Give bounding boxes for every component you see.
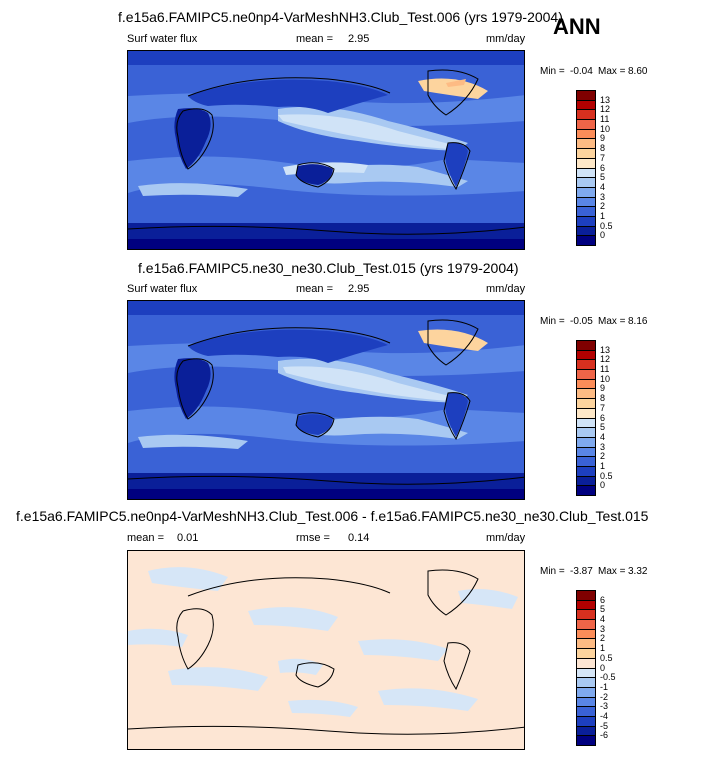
colorbar-tick-label: 11 xyxy=(600,114,610,125)
colorbar-tick-label: 5 xyxy=(600,172,606,183)
colorbar-tick-label: 0.5 xyxy=(600,470,613,481)
panel-1-max-label: Max = xyxy=(598,66,626,77)
colorbar-tick-label: 2 xyxy=(600,633,606,644)
colorbar-tick-label: 1 xyxy=(600,210,606,221)
colorbar-tick-label: 8 xyxy=(600,393,606,404)
colorbar-tick-label: 12 xyxy=(600,354,611,365)
colorbar-tick-label: 12 xyxy=(600,104,611,115)
colorbar-tick-label: 10 xyxy=(600,123,611,134)
panel-2-title: f.e15a6.FAMIPC5.ne30_ne30.Club_Test.015 … xyxy=(138,260,519,276)
colorbar-tick-label: -2 xyxy=(600,691,609,702)
panel-1-title: f.e15a6.FAMIPC5.ne0np4-VarMeshNH3.Club_T… xyxy=(118,9,563,25)
colorbar-tick-label: 13 xyxy=(600,344,611,355)
panel-2-max-value: 8.16 xyxy=(628,316,648,327)
panel-1-max-value: 8.60 xyxy=(628,66,648,77)
colorbar-tick-label: 6 xyxy=(600,162,606,173)
colorbar-tick-label: 9 xyxy=(600,383,606,394)
colorbar-swatch xyxy=(576,735,596,746)
colorbar-tick-label: 6 xyxy=(600,412,606,423)
colorbar-tick-label: -4 xyxy=(600,710,609,721)
colorbar-tick-label: 9 xyxy=(600,133,606,144)
panel-2-min-label: Min = xyxy=(540,316,565,327)
colorbar-tick-label: 0.5 xyxy=(600,652,613,663)
colorbar-tick-label: 3 xyxy=(600,441,606,452)
panel-3-title: f.e15a6.FAMIPC5.ne0np4-VarMeshNH3.Club_T… xyxy=(16,508,649,524)
panel-3-min-label: Min = xyxy=(540,566,565,577)
panel-3-max-label: Max = xyxy=(598,566,626,577)
colorbar-tick-label: 10 xyxy=(600,373,611,384)
panel-3-map xyxy=(127,550,525,750)
colorbar-tick-label: 0.5 xyxy=(600,220,613,231)
colorbar-tick-label: 7 xyxy=(600,152,606,163)
colorbar-tick-label: 3 xyxy=(600,191,606,202)
panel-3-rmse-value: 0.14 xyxy=(348,532,370,544)
panel-3-rmse-label: rmse = xyxy=(296,532,330,544)
panel-2-colorbar: 13 12 11 10 9 8 7 6 5 4 3 2 1 0.5 0 xyxy=(576,340,613,496)
colorbar-tick-label: 0 xyxy=(600,662,606,673)
panel-2-map-svg xyxy=(128,301,524,499)
panel-2-mean-value: 2.95 xyxy=(348,283,370,295)
colorbar-tick-label: -3 xyxy=(600,701,609,712)
colorbar-tick-label: 5 xyxy=(600,422,606,433)
colorbar-tick-label: -5 xyxy=(600,720,609,731)
colorbar-tick-label: 4 xyxy=(600,181,606,192)
colorbar-tick-label: 1 xyxy=(600,643,606,654)
panel-3-colorbar: 6 5 4 3 2 1 0.5 0 -0.5 -1 -2 -3 -4 -5 -6 xyxy=(576,590,616,746)
panel-1-min-label: Min = xyxy=(540,66,565,77)
colorbar-tick-label: 6 xyxy=(600,594,606,605)
colorbar-tick-label: 4 xyxy=(600,614,606,625)
panel-3-min-value: -3.87 xyxy=(570,566,593,577)
panel-2-mean-label: mean = xyxy=(296,283,333,295)
panel-1-map-svg xyxy=(128,51,524,249)
colorbar-tick-label: 3 xyxy=(600,623,606,634)
panel-1-mean-value: 2.95 xyxy=(348,33,370,45)
panel-2-map xyxy=(127,300,525,500)
colorbar-tick-label: 1 xyxy=(600,460,606,471)
colorbar-tick-label: 5 xyxy=(600,604,606,615)
colorbar-tick-label: -0.5 xyxy=(600,672,616,683)
panel-2-max-label: Max = xyxy=(598,316,626,327)
panel-3-map-svg xyxy=(128,551,524,749)
colorbar-tick-label: 8 xyxy=(600,143,606,154)
panel-1-units: mm/day xyxy=(486,33,526,45)
colorbar-tick-label: 0 xyxy=(600,230,606,241)
panel-1-colorbar: 13 12 11 10 9 8 7 6 5 4 3 2 1 0.5 0 xyxy=(576,90,613,246)
colorbar-swatch xyxy=(576,235,596,246)
colorbar-tick-label: -1 xyxy=(600,681,609,692)
panel-2-variable-label: Surf water flux xyxy=(127,283,198,295)
season-label: ANN xyxy=(553,14,601,39)
panel-1-variable-label: Surf water flux xyxy=(127,33,198,45)
colorbar-tick-label: 13 xyxy=(600,94,611,105)
colorbar-tick-label: 4 xyxy=(600,431,606,442)
panel-3-mean-label: mean = xyxy=(127,532,164,544)
panel-1-mean-label: mean = xyxy=(296,33,333,45)
colorbar-tick-label: -6 xyxy=(600,730,609,741)
panel-2-units: mm/day xyxy=(486,283,526,295)
panel-3-mean-value: 0.01 xyxy=(177,532,199,544)
panel-1-map xyxy=(127,50,525,250)
panel-1-min-value: -0.04 xyxy=(570,66,593,77)
colorbar-tick-label: 7 xyxy=(600,402,606,413)
colorbar-tick-label: 11 xyxy=(600,364,610,375)
panel-3-units: mm/day xyxy=(486,532,526,544)
colorbar-swatch xyxy=(576,485,596,496)
colorbar-tick-label: 2 xyxy=(600,201,606,212)
panel-2-min-value: -0.05 xyxy=(570,316,593,327)
panel-3-max-value: 3.32 xyxy=(628,566,648,577)
colorbar-tick-label: 2 xyxy=(600,451,606,462)
colorbar-tick-label: 0 xyxy=(600,480,606,491)
